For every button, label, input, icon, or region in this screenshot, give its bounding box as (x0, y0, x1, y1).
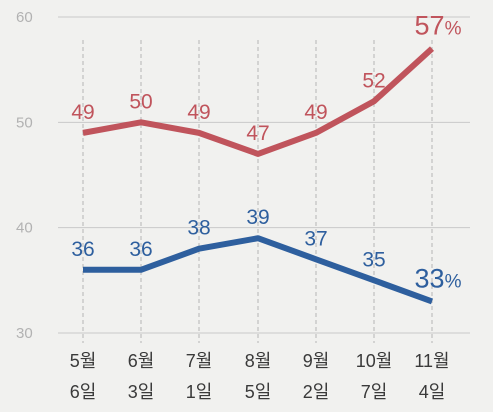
data-label-s1-4: 47 (246, 122, 269, 145)
x-tick-label-1-month: 5월 (70, 351, 97, 371)
data-label-s2-3: 38 (187, 217, 210, 240)
data-label-s1-3: 49 (187, 101, 210, 124)
x-tick-label-5-month: 9월 (303, 351, 330, 371)
x-tick-label-2-day: 3일 (128, 382, 155, 402)
data-label-s2-4: 39 (246, 206, 269, 229)
data-label-s1-6: 52 (362, 69, 385, 92)
x-tick-label-6-month: 10월 (356, 351, 393, 371)
x-tick-label-7-month: 11월 (414, 351, 449, 371)
x-tick-label-1-day: 6일 (70, 382, 97, 402)
x-tick-label-6-day: 7일 (361, 382, 388, 402)
percent-sign: % (445, 19, 462, 40)
x-tick-label-4-month: 8월 (245, 351, 272, 371)
data-label-s2-1: 36 (71, 238, 94, 261)
x-tick-label-3-day: 1일 (186, 382, 213, 402)
percent-sign: % (445, 271, 462, 292)
data-label-s1-5: 49 (304, 101, 327, 124)
data-label-s1-1: 49 (71, 101, 94, 124)
data-label-s2-2: 36 (129, 238, 152, 261)
y-tick-label: 60 (16, 9, 33, 26)
y-tick-label: 40 (16, 220, 33, 237)
x-tick-label-3-month: 7월 (186, 351, 213, 371)
x-tick-label-4-day: 5일 (245, 382, 272, 402)
data-label-s2-5: 37 (304, 227, 327, 250)
x-tick-label-2-month: 6월 (128, 351, 155, 371)
data-label-s2-6: 35 (362, 248, 385, 271)
x-tick-label-7-day: 4일 (419, 382, 446, 402)
series-line-1 (82, 46, 435, 157)
y-tick-label: 30 (16, 325, 33, 342)
series-line-2 (83, 235, 434, 305)
data-label-s2-7: 33% (415, 263, 462, 293)
x-tick-label-5-day: 2일 (303, 382, 330, 402)
data-label-s1-2: 50 (129, 90, 152, 113)
data-label-s1-7: 57% (415, 11, 462, 41)
y-tick-label: 50 (16, 114, 33, 131)
